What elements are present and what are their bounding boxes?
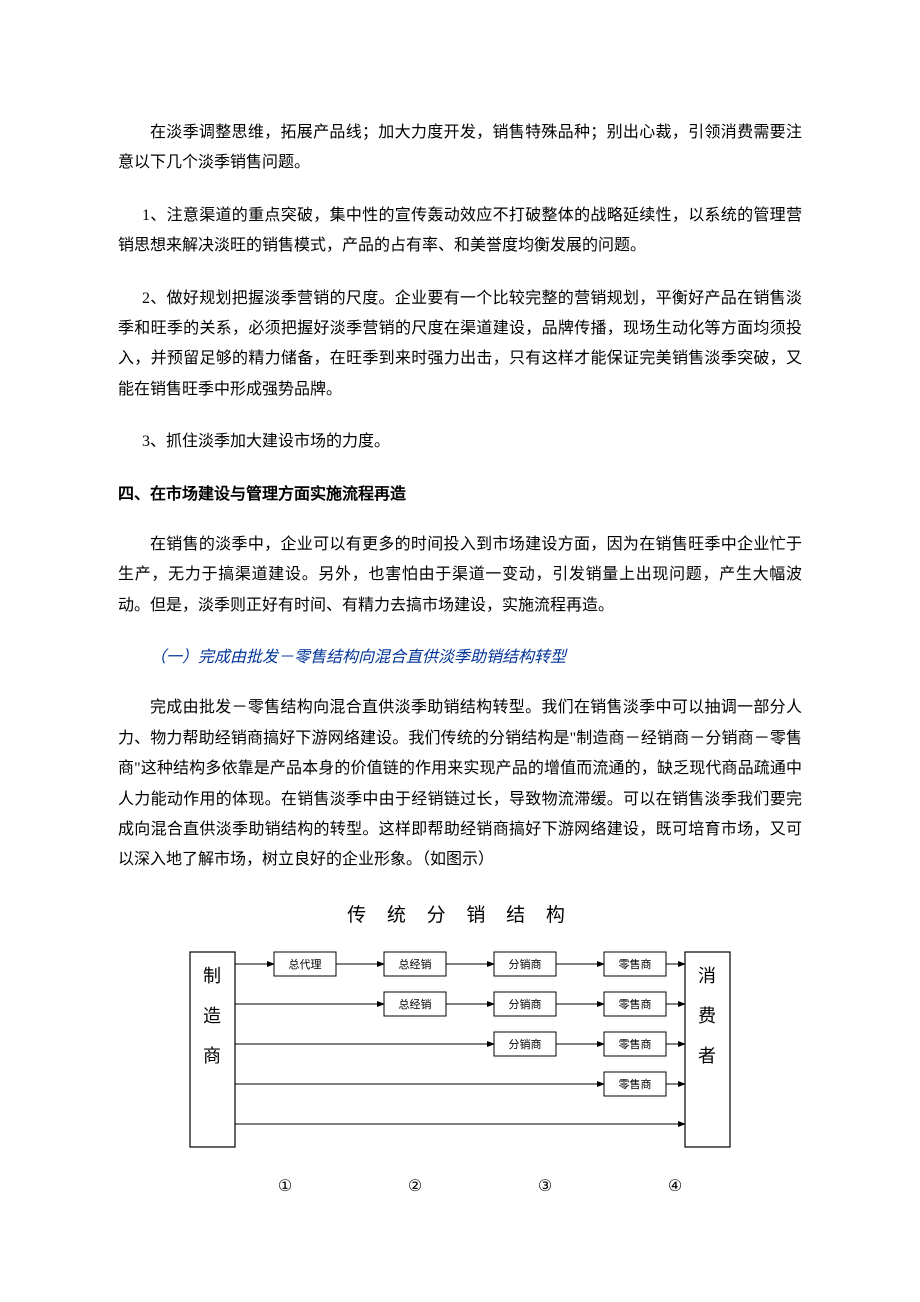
- flowchart-svg: 制 造 商 消 费 者 总代理 总经销 分销商 零售商 总经销 分销商 零售商: [180, 942, 740, 1162]
- paragraph-item-1: 1、注意渠道的重点突破，集中性的宣传轰动效应不打破整体的战略延续性，以系统的管理…: [118, 201, 802, 262]
- svg-text:总经销: 总经销: [399, 957, 432, 971]
- section-heading-4: 四、在市场建设与管理方面实施流程再造: [118, 480, 802, 510]
- col-label-4: ④: [610, 1172, 740, 1202]
- left-box-char-2: 造: [203, 1006, 221, 1026]
- row-4: 零售商: [604, 1072, 666, 1096]
- left-box-char-3: 商: [203, 1046, 221, 1066]
- col-label-1: ①: [220, 1172, 350, 1202]
- column-labels: ① ② ③ ④: [220, 1172, 740, 1202]
- right-box-char-2: 费: [698, 1006, 716, 1026]
- paragraph-item-2: 2、做好规划把握淡季营销的尺度。企业要有一个比较完整的营销规划，平衡好产品在销售…: [118, 284, 802, 406]
- svg-text:总经销: 总经销: [399, 997, 432, 1011]
- right-box-char-1: 消: [698, 966, 716, 986]
- svg-text:零售商: 零售商: [619, 1037, 652, 1051]
- svg-text:零售商: 零售商: [619, 997, 652, 1011]
- col-label-2: ②: [350, 1172, 480, 1202]
- svg-text:分销商: 分销商: [509, 957, 542, 971]
- svg-text:分销商: 分销商: [509, 997, 542, 1011]
- paragraph-section4-intro: 在销售的淡季中，企业可以有更多的时间投入到市场建设方面，因为在销售旺季中企业忙于…: [118, 530, 802, 621]
- diagram-title: 传 统 分 销 结 构: [347, 898, 573, 934]
- col-label-3: ③: [480, 1172, 610, 1202]
- distribution-diagram: 传 统 分 销 结 构 制 造 商 消 费 者 总代理 总经销 分销商 零售商: [118, 898, 802, 1202]
- subheading-1: （一）完成由批发－零售结构向混合直供淡季助销结构转型: [118, 643, 802, 673]
- paragraph-item-3: 3、抓住淡季加大建设市场的力度。: [118, 427, 802, 457]
- svg-text:零售商: 零售商: [619, 957, 652, 971]
- row-2: 总经销 分销商 零售商: [384, 992, 666, 1016]
- svg-text:零售商: 零售商: [619, 1077, 652, 1091]
- paragraph-sub1-body: 完成由批发－零售结构向混合直供淡季助销结构转型。我们在销售淡季中可以抽调一部分人…: [118, 693, 802, 875]
- left-box-char-1: 制: [203, 966, 221, 986]
- paragraph-intro: 在淡季调整思维，拓展产品线；加大力度开发，销售特殊品种；别出心裁，引领消费需要注…: [118, 118, 802, 179]
- right-box-char-3: 者: [698, 1046, 716, 1066]
- svg-text:总代理: 总代理: [289, 957, 322, 971]
- svg-text:分销商: 分销商: [509, 1037, 542, 1051]
